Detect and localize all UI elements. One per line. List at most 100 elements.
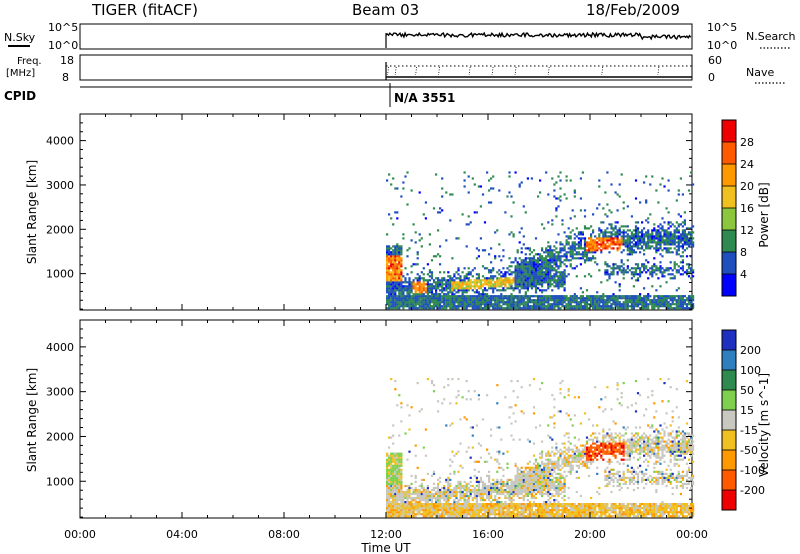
power-cell: [624, 303, 627, 306]
power-cell: [392, 281, 395, 284]
power-cell: [608, 245, 611, 248]
power-cell: [669, 231, 672, 234]
velocity-cell: [475, 505, 478, 508]
velocity-cell: [559, 505, 562, 508]
velocity-cell: [410, 501, 413, 504]
power-cell: [612, 301, 615, 304]
power-cell: [451, 283, 454, 286]
velocity-cell: [504, 507, 507, 510]
power-cell: [557, 271, 560, 274]
velocity-cell: [437, 482, 440, 485]
power-cell: [636, 229, 640, 232]
power-cell: [690, 239, 693, 242]
power-cell: [571, 249, 574, 252]
velocity-cell: [396, 462, 399, 465]
power-cell: [569, 265, 572, 268]
power-cell: [496, 283, 499, 286]
power-cell: [559, 277, 562, 280]
velocity-cell: [508, 503, 511, 506]
power-cell: [524, 267, 527, 270]
power-cell: [430, 273, 434, 276]
power-cell: [506, 301, 509, 304]
power-cell: [492, 299, 495, 302]
power-cell: [392, 283, 395, 286]
power-cell: [606, 273, 609, 276]
power-cell: [398, 269, 401, 272]
velocity-cell: [522, 505, 525, 508]
velocity-cell: [502, 480, 505, 483]
velocity-cell: [406, 484, 409, 488]
power-cell: [669, 307, 672, 310]
power-cell: [634, 295, 638, 298]
power-cell: [573, 249, 576, 252]
power-cell: [477, 293, 480, 296]
velocity-cell: [471, 505, 474, 508]
velocity-cell: [388, 478, 391, 481]
power-cell: [624, 299, 627, 302]
power-cell: [479, 293, 482, 296]
velocity-cell: [398, 507, 401, 510]
power-cell: [685, 243, 689, 246]
velocity-cell: [547, 486, 550, 490]
power-cell: [512, 287, 515, 290]
velocity-cell: [516, 468, 519, 471]
power-cell: [551, 223, 554, 226]
power-cell: [530, 307, 533, 310]
velocity-cell: [398, 458, 401, 461]
power-cell: [594, 247, 597, 250]
power-cell: [441, 287, 444, 290]
velocity-cell: [537, 503, 540, 506]
power-cell: [410, 189, 413, 192]
power-cell: [643, 239, 646, 242]
velocity-cell: [400, 499, 403, 502]
velocity-cell: [500, 515, 503, 518]
power-cell: [557, 267, 560, 270]
velocity-cell: [453, 470, 456, 473]
velocity-cell: [459, 496, 462, 500]
velocity-cell: [410, 482, 413, 485]
velocity-cell: [477, 488, 480, 492]
velocity-cell: [496, 484, 499, 488]
power-cell: [559, 303, 562, 306]
power-cell: [630, 233, 633, 236]
power-cell: [581, 237, 584, 240]
velocity-cell: [398, 466, 401, 469]
velocity-cell: [392, 505, 395, 508]
velocity-cell: [547, 474, 550, 477]
velocity-cell: [447, 476, 450, 479]
power-cell: [522, 281, 525, 284]
power-cell: [551, 269, 554, 272]
power-cell: [585, 299, 589, 302]
power-cell: [526, 177, 529, 180]
power-cell: [537, 299, 540, 302]
velocity-cell: [441, 509, 444, 512]
velocity-cell: [539, 424, 542, 427]
power-cell: [579, 245, 582, 248]
power-cell: [439, 281, 442, 284]
nsky-tick-bottom: 10^0: [48, 39, 78, 52]
power-cell: [626, 303, 629, 306]
power-cell: [539, 275, 542, 278]
power-cell: [579, 243, 582, 246]
power-cell: [657, 299, 660, 302]
power-cell: [428, 295, 431, 298]
velocity-cell: [526, 438, 529, 441]
velocity-cell: [524, 492, 527, 496]
velocity-cell: [408, 414, 411, 417]
velocity-cell: [534, 458, 538, 461]
velocity-cell: [471, 509, 474, 512]
velocity-cell: [557, 486, 560, 490]
power-cell: [632, 303, 635, 306]
velocity-cell: [543, 484, 546, 488]
velocity-cell: [486, 484, 489, 488]
power-cell: [590, 299, 593, 302]
power-cell: [455, 301, 458, 304]
power-cell: [492, 269, 495, 272]
power-cell: [541, 275, 544, 278]
velocity-cell: [494, 480, 497, 483]
velocity-cell: [541, 478, 544, 481]
power-cell: [610, 239, 613, 242]
velocity-cell: [420, 496, 423, 500]
power-cell: [520, 307, 523, 310]
power-cell: [661, 239, 664, 242]
